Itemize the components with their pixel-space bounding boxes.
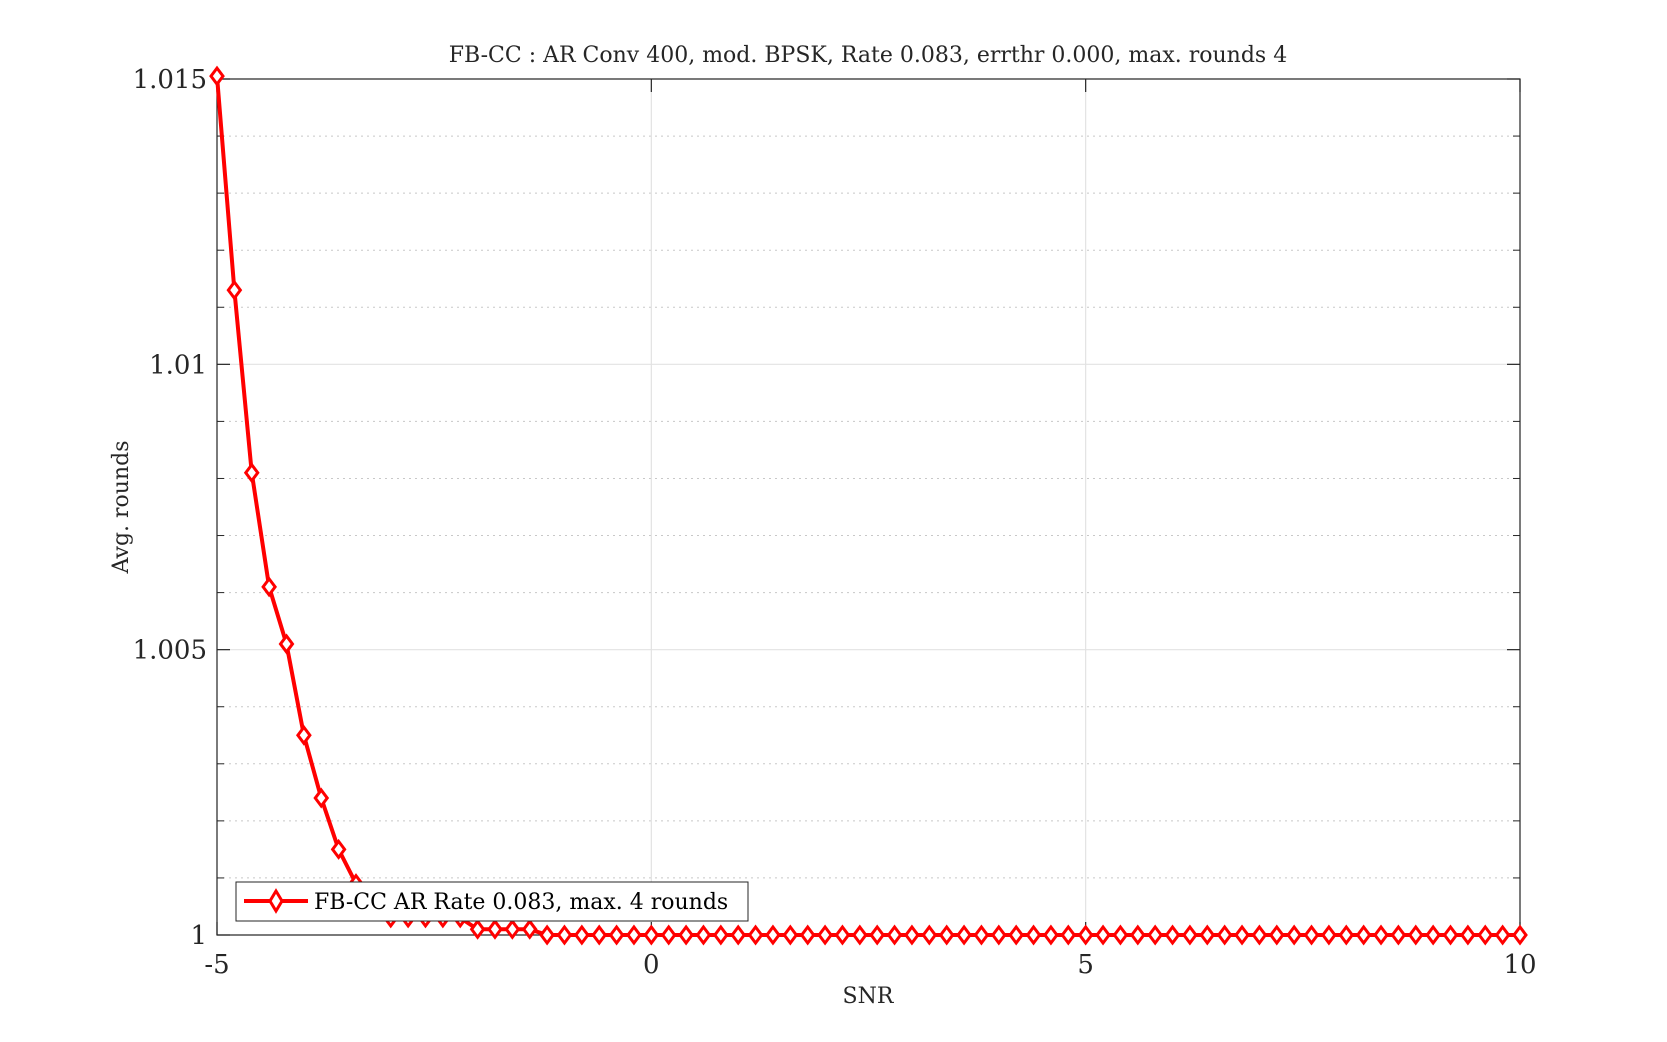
diamond-marker: [1164, 924, 1181, 946]
diamond-marker: [1512, 924, 1528, 946]
diamond-marker: [243, 462, 260, 484]
diamond-marker: [1216, 924, 1233, 946]
diamond-marker: [799, 924, 816, 946]
diamond-marker: [608, 924, 625, 946]
diamond-marker: [904, 924, 920, 946]
diamond-marker: [1129, 924, 1146, 946]
diamond-marker: [1373, 924, 1389, 946]
diamond-marker: [938, 924, 955, 946]
diamond-marker: [834, 924, 851, 946]
plot-area: [217, 79, 1520, 935]
diamond-marker: [1060, 924, 1077, 946]
diamond-marker: [313, 787, 330, 809]
diamond-marker: [1303, 924, 1320, 946]
diamond-marker: [1407, 924, 1424, 946]
diamond-marker: [626, 924, 642, 946]
diamond-marker: [869, 924, 886, 946]
diamond-marker: [643, 924, 660, 946]
diamond-marker: [1355, 924, 1372, 946]
diamond-marker: [1321, 924, 1337, 946]
diamond-marker: [886, 924, 903, 946]
diamond-marker: [209, 65, 225, 87]
diamond-marker: [660, 924, 677, 946]
diamond-marker: [1077, 924, 1094, 946]
legend-box: [235, 881, 749, 922]
diamond-marker: [1112, 924, 1129, 946]
x-tick-label: 0: [643, 950, 660, 980]
diamond-marker: [1268, 924, 1285, 946]
diamond-marker: [1494, 924, 1511, 946]
diamond-marker: [295, 724, 312, 746]
diamond-marker: [712, 924, 729, 946]
diamond-marker: [782, 924, 799, 946]
diamond-marker: [851, 924, 868, 946]
diamond-marker: [1147, 924, 1164, 946]
diamond-marker: [747, 924, 764, 946]
diamond-marker: [1025, 924, 1042, 946]
diamond-marker: [1199, 924, 1216, 946]
x-tick-label: 10: [1503, 950, 1536, 980]
diamond-marker: [921, 924, 938, 946]
legend: FB-CC AR Rate 0.083, max. 4 rounds: [235, 881, 749, 922]
diamond-marker: [521, 918, 538, 940]
diamond-marker: [504, 918, 521, 940]
legend-diamond-marker: [268, 888, 284, 914]
diamond-marker: [1425, 924, 1442, 946]
diamond-marker: [765, 924, 781, 946]
diamond-marker: [487, 918, 503, 940]
x-tick-label: -5: [204, 950, 229, 980]
diamond-marker: [990, 924, 1007, 946]
diamond-marker: [678, 924, 694, 946]
diamond-marker: [226, 279, 243, 301]
diamond-marker: [330, 838, 347, 860]
diamond-marker: [1460, 924, 1476, 946]
diamond-marker: [1390, 924, 1407, 946]
diamond-marker: [261, 576, 277, 598]
x-axis-label: SNR: [843, 984, 895, 1009]
diamond-marker: [956, 924, 972, 946]
y-tick-label: 1.015: [133, 65, 207, 95]
diamond-marker: [573, 924, 590, 946]
x-tick-label: 5: [1077, 950, 1094, 980]
diamond-marker: [1008, 924, 1025, 946]
diamond-marker: [1286, 924, 1303, 946]
diamond-marker: [1338, 924, 1355, 946]
diamond-marker: [1182, 924, 1198, 946]
diamond-marker: [1251, 924, 1268, 946]
diamond-marker: [1234, 924, 1250, 946]
legend-entry-label: FB-CC AR Rate 0.083, max. 4 rounds: [314, 890, 728, 915]
diamond-marker: [730, 924, 747, 946]
y-tick-label: 1: [190, 921, 207, 951]
diamond-marker: [817, 924, 833, 946]
diamond-marker: [973, 924, 990, 946]
diamond-marker: [1477, 924, 1494, 946]
chart-title: FB-CC : AR Conv 400, mod. BPSK, Rate 0.0…: [449, 43, 1287, 68]
diamond-marker: [539, 924, 555, 946]
diamond-marker: [695, 924, 712, 946]
y-tick-label: 1.005: [133, 636, 207, 666]
diamond-marker: [278, 633, 295, 655]
diamond-marker: [556, 924, 573, 946]
tick-labels: 1 1.005 1.01 1.015 -5 0 5 10: [133, 65, 1537, 980]
y-tick-label: 1.01: [149, 350, 207, 380]
y-axis-label: Avg. rounds: [109, 441, 134, 575]
diamond-marker: [591, 924, 608, 946]
diamond-marker: [1043, 924, 1059, 946]
diamond-marker: [1442, 924, 1459, 946]
diamond-marker: [1095, 924, 1111, 946]
diamond-marker: [469, 918, 486, 940]
